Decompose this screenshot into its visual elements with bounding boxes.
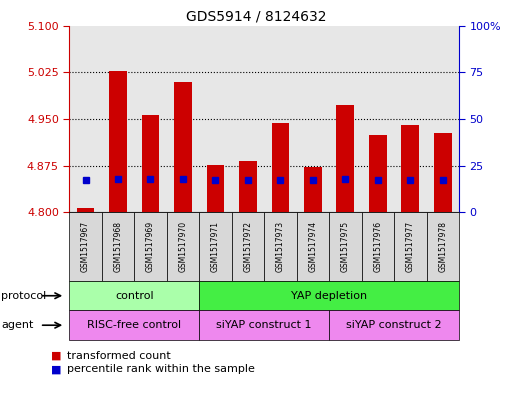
Bar bbox=[434, 133, 452, 212]
Bar bbox=[264, 26, 297, 212]
Text: GSM1517971: GSM1517971 bbox=[211, 221, 220, 272]
Text: GDS5914 / 8124632: GDS5914 / 8124632 bbox=[186, 10, 327, 24]
Bar bbox=[167, 26, 199, 212]
Text: GSM1517974: GSM1517974 bbox=[308, 221, 318, 272]
Text: transformed count: transformed count bbox=[67, 351, 170, 361]
Bar bbox=[297, 26, 329, 212]
Text: GSM1517978: GSM1517978 bbox=[439, 221, 447, 272]
Text: percentile rank within the sample: percentile rank within the sample bbox=[67, 364, 254, 375]
Bar bbox=[232, 26, 264, 212]
Bar bbox=[199, 26, 232, 212]
Text: GSM1517969: GSM1517969 bbox=[146, 221, 155, 272]
Bar bbox=[142, 114, 160, 212]
Bar bbox=[402, 125, 419, 212]
Text: ■: ■ bbox=[51, 364, 62, 375]
Text: GSM1517975: GSM1517975 bbox=[341, 221, 350, 272]
Bar bbox=[76, 208, 94, 212]
Text: GSM1517976: GSM1517976 bbox=[373, 221, 382, 272]
Bar bbox=[207, 165, 224, 212]
Text: GSM1517967: GSM1517967 bbox=[81, 221, 90, 272]
Text: RISC-free control: RISC-free control bbox=[87, 320, 181, 330]
Text: GSM1517977: GSM1517977 bbox=[406, 221, 415, 272]
Bar bbox=[271, 123, 289, 212]
Bar bbox=[362, 26, 394, 212]
Bar bbox=[102, 26, 134, 212]
Bar bbox=[69, 26, 102, 212]
Text: siYAP construct 2: siYAP construct 2 bbox=[346, 320, 442, 330]
Bar bbox=[427, 26, 459, 212]
Text: GSM1517968: GSM1517968 bbox=[113, 221, 123, 272]
Text: control: control bbox=[115, 291, 153, 301]
Text: protocol: protocol bbox=[1, 291, 46, 301]
Text: ■: ■ bbox=[51, 351, 62, 361]
Text: siYAP construct 1: siYAP construct 1 bbox=[216, 320, 312, 330]
Bar bbox=[369, 135, 387, 212]
Text: GSM1517970: GSM1517970 bbox=[179, 221, 187, 272]
Bar bbox=[329, 26, 362, 212]
Bar bbox=[394, 26, 427, 212]
Text: agent: agent bbox=[1, 320, 33, 330]
Bar bbox=[337, 105, 354, 212]
Bar bbox=[174, 81, 192, 212]
Bar bbox=[134, 26, 167, 212]
Text: YAP depletion: YAP depletion bbox=[291, 291, 367, 301]
Bar bbox=[239, 161, 257, 212]
Bar bbox=[304, 167, 322, 212]
Bar bbox=[109, 71, 127, 212]
Text: GSM1517972: GSM1517972 bbox=[244, 221, 252, 272]
Text: GSM1517973: GSM1517973 bbox=[276, 221, 285, 272]
